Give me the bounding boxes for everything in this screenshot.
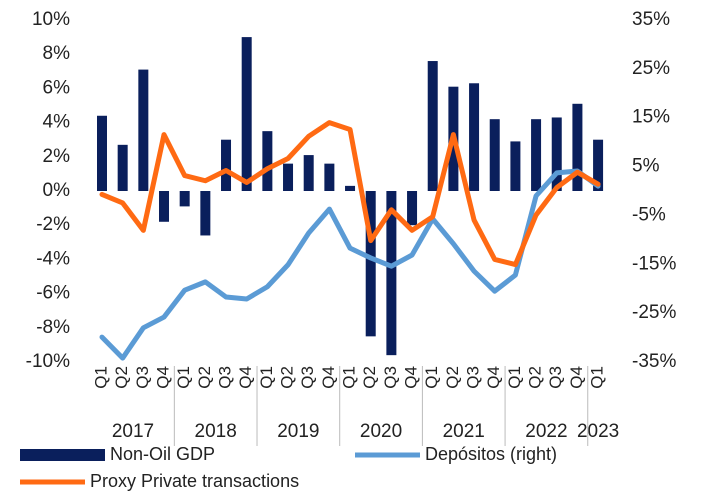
x-tick-label: Q3 [216,366,235,389]
bar [179,191,190,207]
x-tick-label: Q3 [464,366,483,389]
x-tick-label: Q1 [422,366,441,389]
bar [324,163,335,191]
bar [489,119,500,191]
x-tick-label: Q2 [195,366,214,389]
x-tick-label: Q4 [484,366,503,389]
x-tick-label: Q3 [133,366,152,389]
x-tick-label: Q4 [319,366,338,389]
x-group-label: 2019 [277,421,319,442]
y-tick-label: 4% [43,112,71,133]
y-tick-label: 10% [32,9,70,30]
y-tick-label: -10% [26,351,70,372]
bar [572,103,583,191]
x-tick-label: Q3 [381,366,400,389]
x-tick-label: Q2 [526,366,545,389]
bar [241,37,252,191]
y-tick-label: -2% [36,214,70,235]
bar [365,191,376,337]
y2-tick-label: -25% [632,302,676,323]
bar [593,139,604,191]
x-group-label: 2023 [577,421,619,442]
legend-label: Depósitos (right) [425,444,557,464]
x-tick-label: Q2 [278,366,297,389]
x-tick-label: Q1 [174,366,193,389]
x-tick-label: Q3 [298,366,317,389]
x-tick-label: Q1 [91,366,110,389]
bar [469,83,480,191]
bar [345,185,356,191]
x-tick-label: Q4 [153,366,172,389]
x-group-label: 2017 [112,421,154,442]
bar [303,155,314,191]
y2-tick-label: 25% [632,58,670,79]
x-group-label: 2021 [443,421,485,442]
x-tick-label: Q2 [443,366,462,389]
bar [200,191,211,236]
y-tick-label: 8% [43,43,71,64]
y-tick-label: -4% [36,248,70,269]
bar [262,131,273,191]
x-tick-label: Q4 [402,366,421,389]
bar [283,163,294,191]
bar [531,119,542,191]
bar [221,139,232,191]
line [99,168,601,361]
y2-tick-label: 5% [632,156,660,177]
x-group-label: 2018 [195,421,237,442]
y-tick-label: 2% [43,146,71,167]
x-tick-label: Q2 [360,366,379,389]
x-tick-label: Q1 [588,366,607,389]
x-tick-label: Q1 [505,366,524,389]
y-tick-label: -8% [36,317,70,338]
bar [551,117,562,191]
x-group-label: 2020 [360,421,402,442]
y-tick-label: 0% [43,180,71,201]
bar [427,61,438,191]
y2-tick-label: 15% [632,107,670,128]
bar [510,141,521,191]
bar [159,191,170,222]
x-tick-label: Q4 [567,366,586,389]
x-tick-label: Q2 [112,366,131,389]
y2-tick-label: 35% [632,9,670,30]
legend-label: Non-Oil GDP [110,444,215,464]
bar [407,191,418,226]
y2-tick-label: -35% [632,351,676,372]
x-tick-label: Q1 [340,366,359,389]
bar [386,191,397,356]
y-tick-label: 6% [43,77,71,98]
x-tick-label: Q4 [236,366,255,389]
legend-swatch [20,449,105,461]
y2-tick-label: -5% [632,204,666,225]
bar [97,115,107,191]
x-group-label: 2022 [525,421,567,442]
x-tick-label: Q3 [546,366,565,389]
y2-tick-label: -15% [632,253,676,274]
y-tick-label: -6% [36,283,70,304]
line [99,120,601,268]
bar [138,69,149,191]
legend-label: Proxy Private transactions [90,471,299,491]
x-tick-label: Q1 [257,366,276,389]
bar [117,144,128,191]
